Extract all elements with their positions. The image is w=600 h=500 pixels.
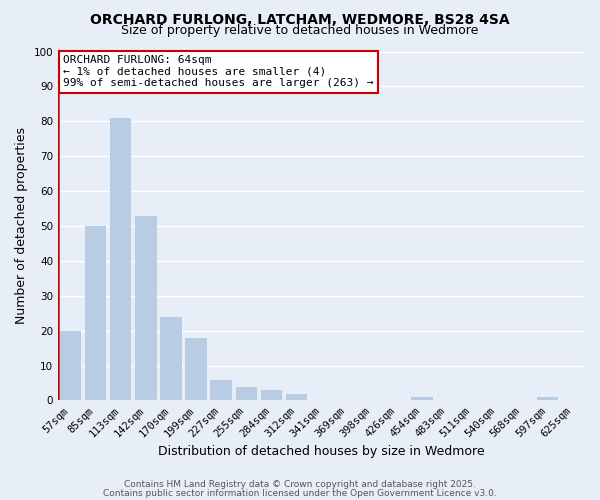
Bar [185, 338, 207, 400]
Bar [260, 390, 282, 400]
Bar [110, 118, 131, 401]
Text: Size of property relative to detached houses in Wedmore: Size of property relative to detached ho… [121, 24, 479, 37]
Bar [236, 386, 257, 400]
Bar [85, 226, 106, 400]
Bar [536, 397, 558, 400]
X-axis label: Distribution of detached houses by size in Wedmore: Distribution of detached houses by size … [158, 444, 485, 458]
Y-axis label: Number of detached properties: Number of detached properties [15, 128, 28, 324]
Bar [160, 316, 182, 400]
Text: ORCHARD FURLONG, LATCHAM, WEDMORE, BS28 4SA: ORCHARD FURLONG, LATCHAM, WEDMORE, BS28 … [90, 12, 510, 26]
Bar [286, 394, 307, 400]
Bar [211, 380, 232, 400]
Bar [411, 397, 433, 400]
Bar [135, 216, 157, 400]
Text: Contains public sector information licensed under the Open Government Licence v3: Contains public sector information licen… [103, 488, 497, 498]
Bar [60, 330, 81, 400]
Text: Contains HM Land Registry data © Crown copyright and database right 2025.: Contains HM Land Registry data © Crown c… [124, 480, 476, 489]
Text: ORCHARD FURLONG: 64sqm
← 1% of detached houses are smaller (4)
99% of semi-detac: ORCHARD FURLONG: 64sqm ← 1% of detached … [64, 55, 374, 88]
